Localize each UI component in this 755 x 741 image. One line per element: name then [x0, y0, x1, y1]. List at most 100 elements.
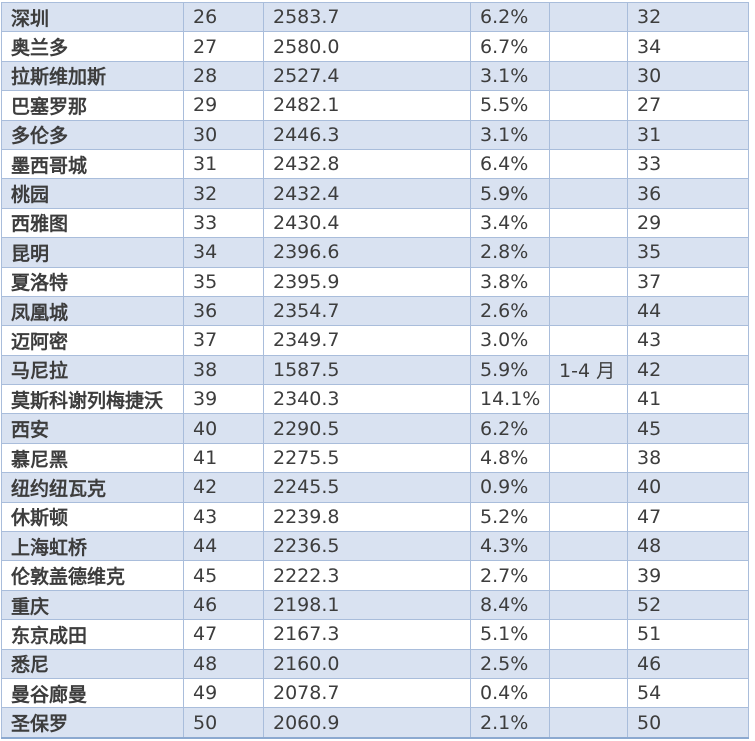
note-cell	[549, 148, 628, 180]
value-cell: 2222.3	[263, 560, 471, 591]
city-cell: 上海虹桥	[1, 531, 184, 562]
note-cell	[549, 560, 628, 591]
city-cell: 悉尼	[1, 648, 184, 679]
growth-cell: 0.4%	[470, 677, 550, 709]
note-cell	[549, 60, 628, 92]
growth-cell: 14.1%	[470, 384, 550, 415]
alt_rank-cell: 36	[627, 178, 749, 209]
rank-cell: 42	[183, 472, 264, 503]
value-cell: 1587.5	[263, 354, 471, 386]
note-cell	[549, 619, 628, 650]
value-cell: 2078.7	[263, 677, 471, 709]
table-row: 休斯顿 43 2239.8 5.2% 47	[1, 501, 749, 533]
growth-cell: 2.1%	[470, 707, 550, 739]
value-cell: 2430.4	[263, 207, 471, 239]
city-cell: 西雅图	[1, 207, 184, 239]
rank-cell: 36	[183, 295, 264, 327]
value-cell: 2167.3	[263, 619, 471, 650]
note-cell	[549, 442, 628, 474]
note-cell	[549, 1, 628, 33]
alt_rank-cell: 38	[627, 442, 749, 474]
city-cell: 休斯顿	[1, 501, 184, 533]
alt_rank-cell: 34	[627, 31, 749, 62]
city-cell: 马尼拉	[1, 354, 184, 386]
note-cell	[549, 501, 628, 533]
note-cell	[549, 237, 628, 268]
city-cell: 夏洛特	[1, 266, 184, 297]
table-row: 悉尼 48 2160.0 2.5% 46	[1, 648, 749, 679]
note-cell	[549, 90, 628, 121]
growth-cell: 4.3%	[470, 531, 550, 562]
value-cell: 2482.1	[263, 90, 471, 121]
growth-cell: 5.1%	[470, 619, 550, 650]
rank-cell: 46	[183, 589, 264, 621]
rank-cell: 30	[183, 119, 264, 150]
table-row: 西安 40 2290.5 6.2% 45	[1, 413, 749, 444]
city-cell: 慕尼黑	[1, 442, 184, 474]
value-cell: 2354.7	[263, 295, 471, 327]
growth-cell: 5.9%	[470, 178, 550, 209]
alt_rank-cell: 42	[627, 354, 749, 386]
alt_rank-cell: 54	[627, 677, 749, 709]
rank-cell: 48	[183, 648, 264, 679]
alt_rank-cell: 31	[627, 119, 749, 150]
city-cell: 迈阿密	[1, 325, 184, 356]
city-cell: 伦敦盖德维克	[1, 560, 184, 591]
table-row: 曼谷廊曼 49 2078.7 0.4% 54	[1, 677, 749, 709]
table-row: 多伦多 30 2446.3 3.1% 31	[1, 119, 749, 150]
note-cell	[549, 295, 628, 327]
alt_rank-cell: 43	[627, 325, 749, 356]
growth-cell: 6.2%	[470, 413, 550, 444]
note-cell	[549, 207, 628, 239]
value-cell: 2239.8	[263, 501, 471, 533]
rank-cell: 26	[183, 1, 264, 33]
table-row: 墨西哥城 31 2432.8 6.4% 33	[1, 148, 749, 180]
value-cell: 2349.7	[263, 325, 471, 356]
rank-cell: 29	[183, 90, 264, 121]
note-cell	[549, 589, 628, 621]
table-row: 伦敦盖德维克 45 2222.3 2.7% 39	[1, 560, 749, 591]
rank-cell: 40	[183, 413, 264, 444]
table-row: 重庆 46 2198.1 8.4% 52	[1, 589, 749, 621]
city-cell: 墨西哥城	[1, 148, 184, 180]
value-cell: 2275.5	[263, 442, 471, 474]
city-cell: 拉斯维加斯	[1, 60, 184, 92]
city-cell: 莫斯科谢列梅捷沃	[1, 384, 184, 415]
alt_rank-cell: 29	[627, 207, 749, 239]
growth-cell: 2.5%	[470, 648, 550, 679]
growth-cell: 5.2%	[470, 501, 550, 533]
value-cell: 2395.9	[263, 266, 471, 297]
alt_rank-cell: 45	[627, 413, 749, 444]
note-cell	[549, 677, 628, 709]
note-cell	[549, 178, 628, 209]
note-cell	[549, 413, 628, 444]
note-cell	[549, 648, 628, 679]
table-row: 桃园 32 2432.4 5.9% 36	[1, 178, 749, 209]
growth-cell: 3.1%	[470, 60, 550, 92]
rank-cell: 33	[183, 207, 264, 239]
alt_rank-cell: 47	[627, 501, 749, 533]
value-cell: 2583.7	[263, 1, 471, 33]
alt_rank-cell: 39	[627, 560, 749, 591]
rank-cell: 38	[183, 354, 264, 386]
growth-cell: 2.6%	[470, 295, 550, 327]
rank-cell: 41	[183, 442, 264, 474]
alt_rank-cell: 51	[627, 619, 749, 650]
city-cell: 桃园	[1, 178, 184, 209]
table-row: 凤凰城 36 2354.7 2.6% 44	[1, 295, 749, 327]
table-row: 上海虹桥 44 2236.5 4.3% 48	[1, 531, 749, 562]
growth-cell: 2.8%	[470, 237, 550, 268]
alt_rank-cell: 44	[627, 295, 749, 327]
rank-cell: 31	[183, 148, 264, 180]
city-cell: 重庆	[1, 589, 184, 621]
table-row: 夏洛特 35 2395.9 3.8% 37	[1, 266, 749, 297]
city-cell: 巴塞罗那	[1, 90, 184, 121]
value-cell: 2396.6	[263, 237, 471, 268]
table-row: 深圳 26 2583.7 6.2% 32	[1, 1, 749, 33]
value-cell: 2245.5	[263, 472, 471, 503]
growth-cell: 8.4%	[470, 589, 550, 621]
alt_rank-cell: 52	[627, 589, 749, 621]
